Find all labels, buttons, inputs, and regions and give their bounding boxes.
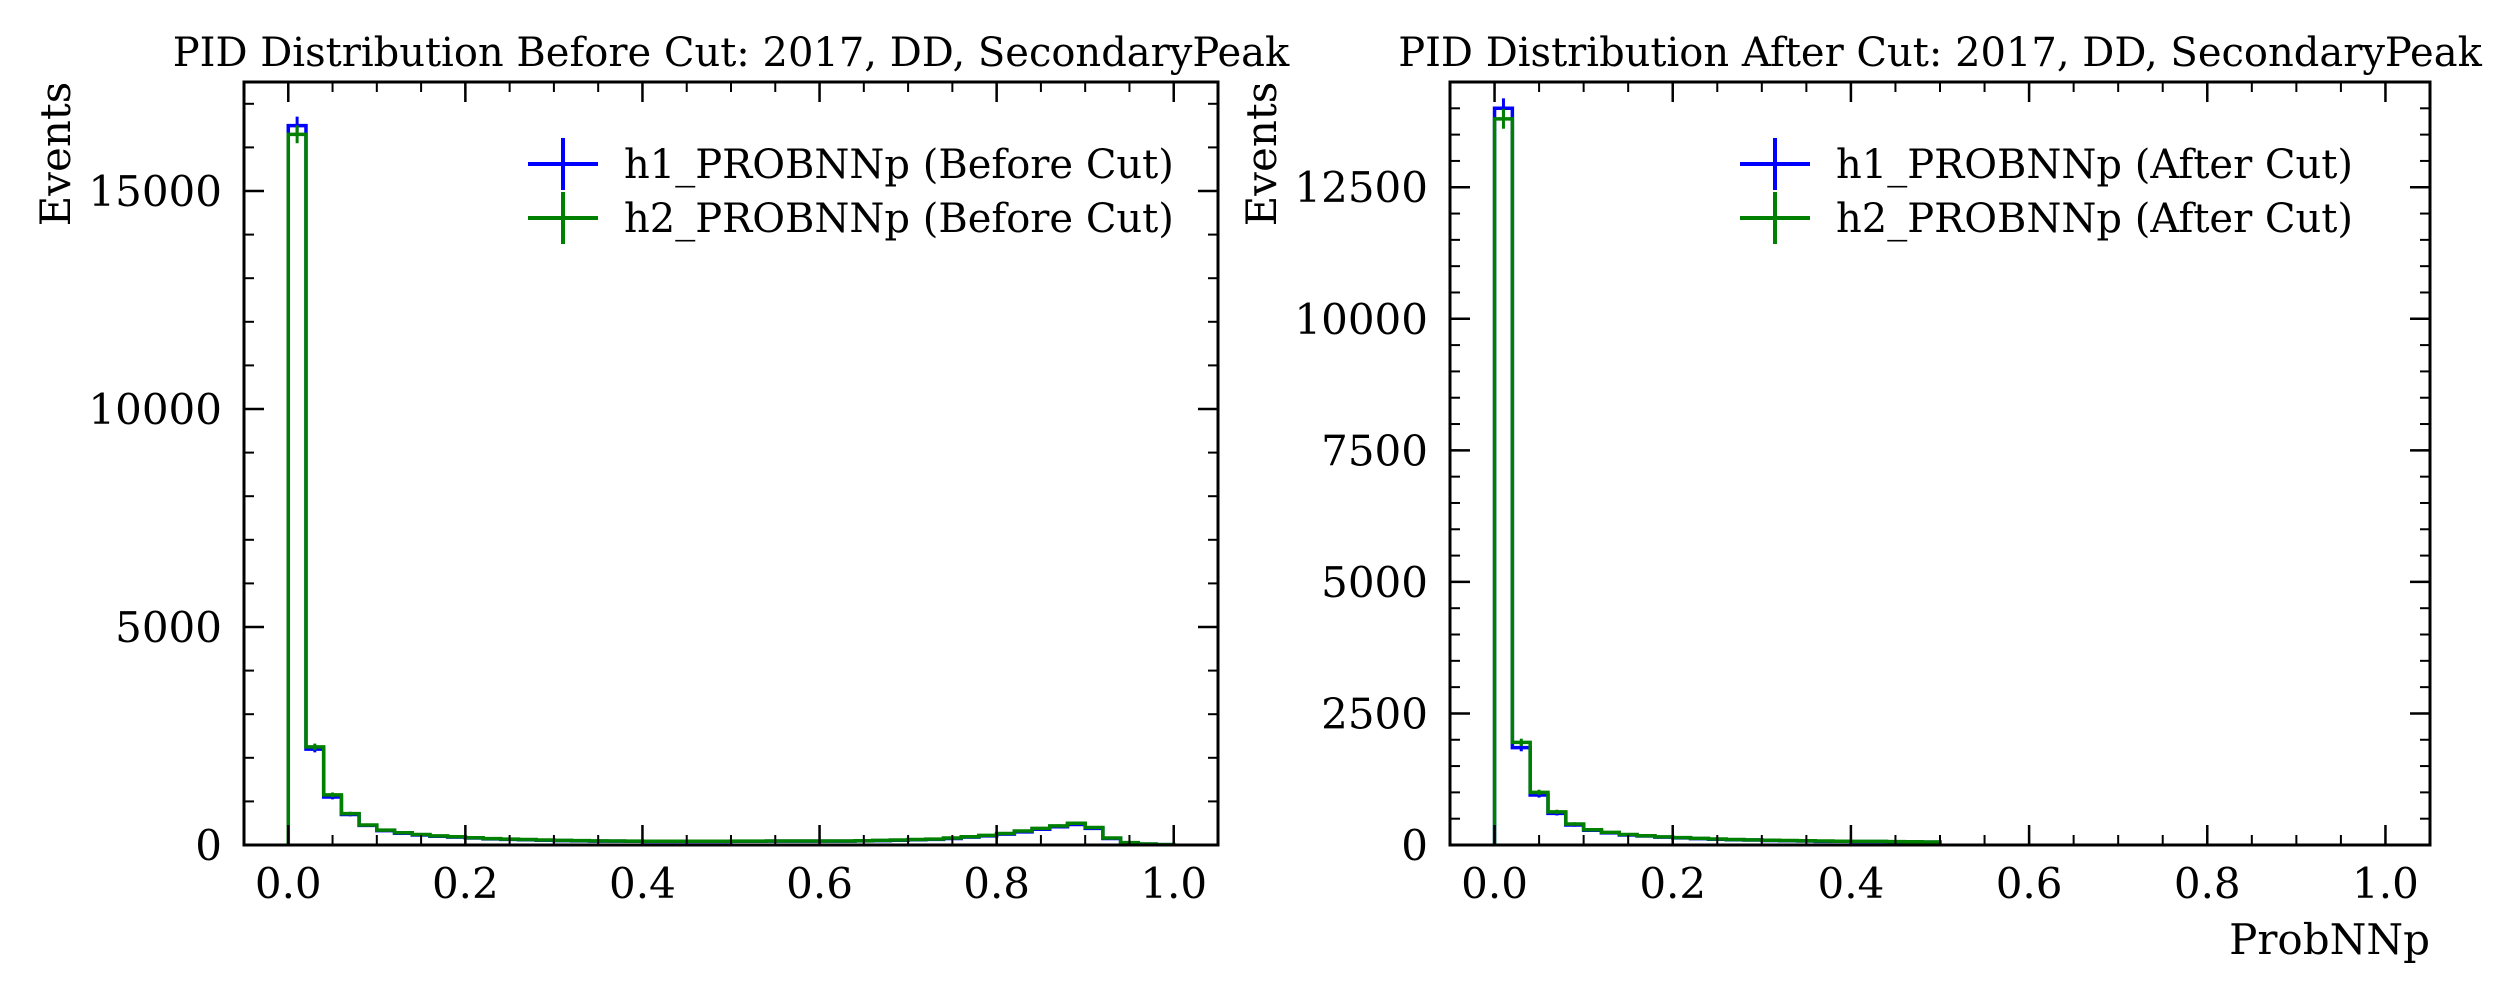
legend: h1_PROBNNp (Before Cut) h2_PROBNNp (Befor… (528, 138, 1174, 244)
x-tick-label: 1.0 (2352, 859, 2419, 908)
x-tick-label: 0.8 (963, 859, 1030, 908)
x-tick-label: 0.0 (255, 859, 322, 908)
chart-panel-2: PID Distribution After Cut: 2017, DD, Se… (1237, 30, 2483, 964)
x-tick-label: 0.8 (2174, 859, 2241, 908)
x-tick-label: 0.4 (1818, 859, 1885, 908)
legend-label-h2: h2_PROBNNp (After Cut) (1836, 196, 2353, 242)
y-tick-label: 10000 (88, 385, 222, 434)
y-tick-label: 12500 (1294, 163, 1428, 212)
y-tick-label: 0 (195, 821, 222, 870)
x-tick-label: 0.6 (786, 859, 853, 908)
x-tick-label: 0.2 (1639, 859, 1706, 908)
x-tick-label: 0.0 (1461, 859, 1528, 908)
y-axis-label: Events (31, 82, 80, 227)
y-tick-label: 7500 (1321, 426, 1428, 475)
y-tick-label: 10000 (1294, 295, 1428, 344)
chart-title: PID Distribution Before Cut: 2017, DD, S… (173, 30, 1290, 76)
legend-label-h1: h1_PROBNNp (Before Cut) (624, 142, 1174, 188)
y-tick-label: 0 (1401, 821, 1428, 870)
x-tick-label: 0.2 (432, 859, 499, 908)
y-tick-label: 5000 (115, 603, 222, 652)
x-axis-label: ProbNNp (2229, 915, 2430, 964)
y-tick-label: 2500 (1321, 689, 1428, 738)
legend-label-h1: h1_PROBNNp (After Cut) (1836, 142, 2353, 188)
y-tick-label: 15000 (88, 167, 222, 216)
y-axis-label: Events (1237, 82, 1286, 227)
y-tick-label: 5000 (1321, 558, 1428, 607)
x-tick-label: 1.0 (1140, 859, 1207, 908)
chart-panel-1: PID Distribution Before Cut: 2017, DD, S… (31, 30, 1290, 908)
x-tick-label: 0.6 (1996, 859, 2063, 908)
legend: h1_PROBNNp (After Cut) h2_PROBNNp (After … (1740, 138, 2353, 244)
chart-title: PID Distribution After Cut: 2017, DD, Se… (1398, 30, 2482, 76)
legend-label-h2: h2_PROBNNp (Before Cut) (624, 196, 1174, 242)
x-tick-label: 0.4 (609, 859, 676, 908)
